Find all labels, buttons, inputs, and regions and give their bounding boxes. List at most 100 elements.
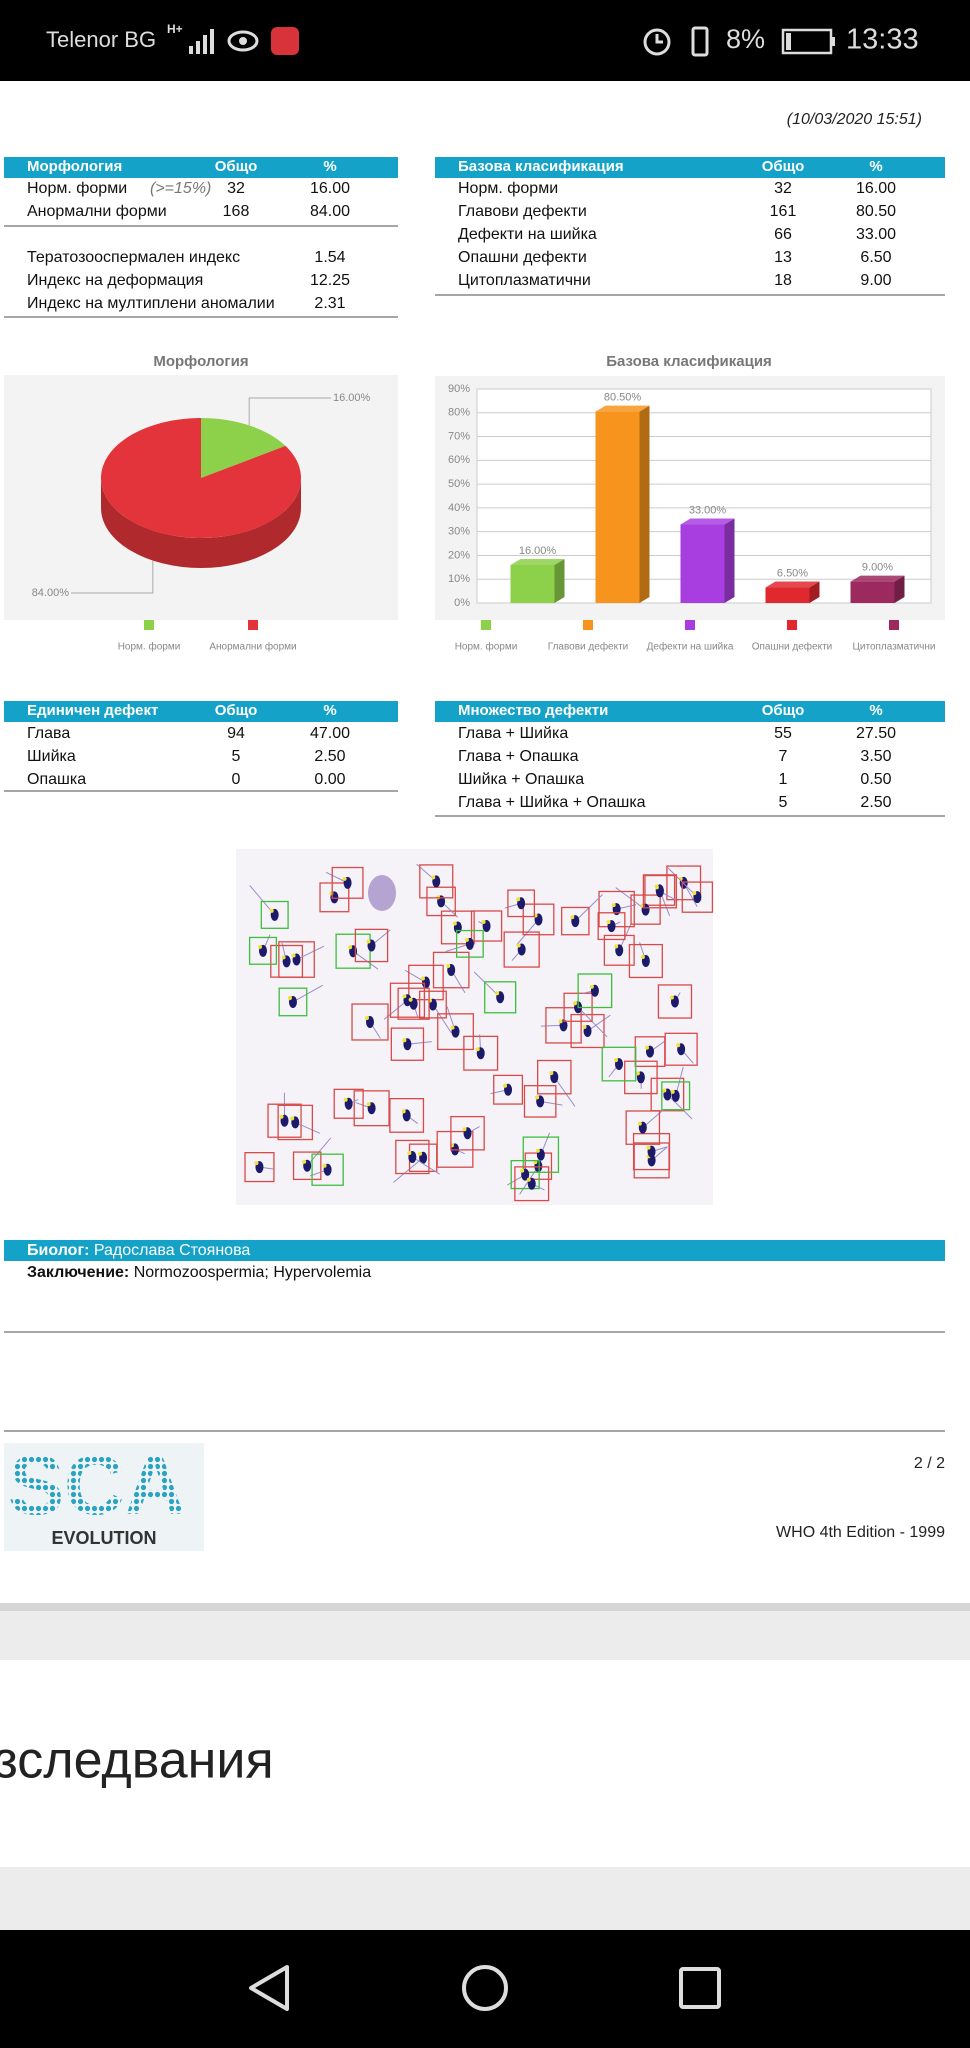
sperm-tail: [292, 984, 323, 1003]
battery-icon: [781, 28, 835, 55]
detection-box: [418, 990, 447, 1019]
marker: [606, 920, 611, 925]
detection-box: [335, 933, 371, 969]
edition: WHO 4th Edition - 1999: [776, 1524, 945, 1541]
bar: [595, 405, 650, 603]
table-cell: Дефекти на шийка: [458, 226, 597, 243]
table-cell: 0.50: [860, 771, 891, 788]
sperm-tail: [407, 1041, 432, 1045]
table-cell: Индекс на мултиплени аномалии: [27, 295, 275, 312]
detection-box: [597, 912, 626, 941]
bar-side: [554, 558, 565, 603]
bar-front: [850, 581, 895, 603]
detection-box: [260, 900, 289, 929]
detection-box: [601, 1046, 637, 1082]
marker: [257, 944, 262, 949]
marker: [322, 1163, 327, 1168]
legend-label: Цитоплазматични: [853, 642, 936, 653]
detection-box: [503, 931, 540, 968]
table-cell: Глава + Шийка + Опашка: [458, 794, 646, 811]
marker: [408, 997, 413, 1002]
marker: [535, 1148, 540, 1153]
table-cell: 9.00: [860, 272, 891, 289]
marker: [475, 1047, 480, 1052]
y-tick-label: 20%: [448, 549, 470, 561]
detection-box: [440, 910, 475, 945]
detection-box: [319, 882, 350, 913]
legend-swatch: [481, 620, 491, 630]
sperm-tail: [432, 1004, 452, 1034]
detection-box: [353, 1090, 390, 1127]
home-button[interactable]: [462, 1965, 508, 2011]
detection-box: [450, 1115, 485, 1151]
detection-box: [537, 1059, 572, 1095]
detection-box: [661, 1081, 691, 1111]
legend-label: Норм. форми: [455, 641, 518, 653]
bar: [680, 518, 735, 603]
marker: [348, 945, 353, 950]
detection-box: [642, 874, 677, 909]
marker: [670, 1089, 675, 1094]
data-label: 84.00%: [32, 587, 70, 599]
detection-box: [311, 1153, 344, 1186]
detection-box: [514, 1166, 550, 1202]
biologist-label: Биолог:: [27, 1242, 89, 1259]
leader-line: [248, 397, 331, 426]
table-cell: 27.50: [856, 725, 896, 742]
page-gap: [0, 1867, 970, 1930]
detection-box: [484, 981, 517, 1014]
legend-label: Анормални форми: [209, 641, 296, 653]
card-heading: зследвания: [0, 1732, 274, 1790]
marker: [570, 915, 575, 920]
bar-top: [510, 558, 565, 565]
sperm-tail: [296, 945, 325, 960]
table-note: (>=15%): [150, 180, 211, 197]
recents-button[interactable]: [679, 1967, 721, 2009]
back-button[interactable]: [249, 1965, 289, 2011]
table-cell: 16.00: [856, 180, 896, 197]
marker: [401, 1109, 406, 1114]
sperm-tail: [553, 1076, 576, 1107]
detection-box: [522, 1136, 560, 1173]
y-tick-label: 90%: [448, 383, 470, 395]
detection-box: [351, 1003, 389, 1041]
table-cell: 16.00: [310, 180, 350, 197]
marker: [365, 1016, 370, 1021]
marker: [269, 908, 274, 913]
table-header-cell: Морфология: [27, 158, 122, 175]
marker: [450, 1025, 455, 1030]
biologist-bar: [4, 1240, 945, 1261]
table-header-cell: %: [869, 158, 882, 175]
detection-box: [278, 941, 315, 978]
sperm-tail: [412, 1156, 440, 1175]
table-cell: Главови дефекти: [458, 203, 587, 220]
detection-box: [510, 1159, 540, 1190]
sperm-tail: [667, 1094, 693, 1120]
legend-label: Опашни дефекти: [752, 641, 833, 653]
marker: [402, 994, 407, 999]
detection-box: [463, 1035, 499, 1071]
marker: [516, 943, 521, 948]
detection-box: [419, 864, 454, 899]
table-cell: 6.50: [860, 249, 891, 266]
battery-level: 8%: [726, 24, 765, 54]
marker: [645, 1045, 650, 1050]
detection-box: [632, 1132, 671, 1171]
detection-box: [389, 1098, 425, 1133]
table-cell: 5: [232, 748, 241, 765]
detection-box: [397, 987, 430, 1020]
table-header-cell: Общо: [215, 158, 258, 175]
table-cell: Глава + Опашка: [458, 748, 579, 765]
table-cell: 2.50: [314, 748, 345, 765]
conclusion: Заключение: Normozoospermia; Hypervolemi…: [27, 1264, 371, 1281]
marker: [582, 1025, 587, 1030]
marker: [614, 944, 619, 949]
app-icon: [271, 27, 299, 55]
marker: [281, 955, 286, 960]
marker: [420, 976, 425, 981]
table-cell: Шийка + Опашка: [458, 771, 584, 788]
detection-box: [507, 889, 536, 918]
marker: [516, 897, 521, 902]
legend-label: Норм. форми: [118, 641, 181, 653]
detection-box: [681, 881, 714, 913]
